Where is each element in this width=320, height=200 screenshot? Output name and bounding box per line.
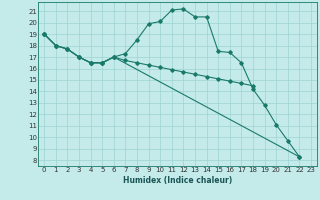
X-axis label: Humidex (Indice chaleur): Humidex (Indice chaleur) xyxy=(123,176,232,185)
